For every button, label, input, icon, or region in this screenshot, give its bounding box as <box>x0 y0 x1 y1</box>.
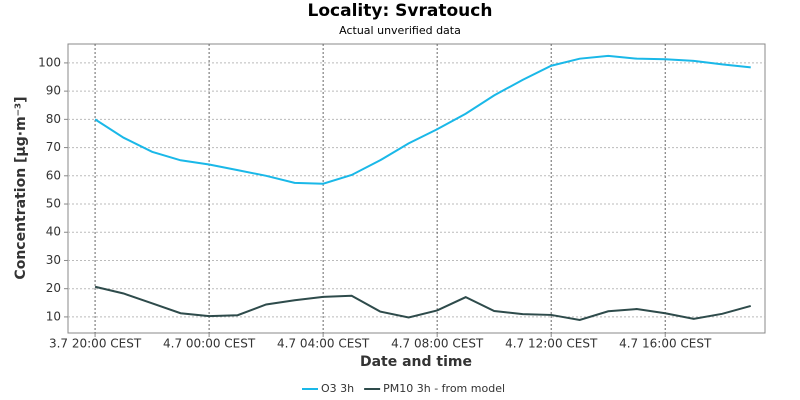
chart-title: Locality: Svratouch <box>308 1 493 21</box>
y-tick-label: 90 <box>46 84 61 98</box>
y-tick-label: 50 <box>46 197 61 211</box>
x-tick-label: 3.7 20:00 CEST <box>49 337 142 351</box>
y-tick-label: 80 <box>46 112 61 126</box>
legend-label: PM10 3h - from model <box>383 382 505 395</box>
y-tick-label: 60 <box>46 168 61 182</box>
y-axis-label: Concentration [µg·m⁻³] <box>13 96 29 279</box>
x-tick-label: 4.7 16:00 CEST <box>619 337 712 351</box>
y-tick-label: 20 <box>46 281 61 295</box>
plot-frame <box>67 43 766 334</box>
x-axis-label: Date and time <box>360 354 472 370</box>
legend-label: O3 3h <box>321 382 354 395</box>
x-tick-label: 4.7 04:00 CEST <box>277 337 370 351</box>
series-line <box>94 285 752 322</box>
x-tick-label: 4.7 00:00 CEST <box>163 337 256 351</box>
x-tick-label: 4.7 08:00 CEST <box>391 337 484 351</box>
y-tick-label: 30 <box>46 253 61 267</box>
y-tick-label: 70 <box>46 140 61 154</box>
chart-subtitle: Actual unverified data <box>339 24 461 37</box>
y-tick-label: 10 <box>46 309 61 323</box>
y-tick-label: 40 <box>46 225 61 239</box>
x-tick-label: 4.7 12:00 CEST <box>505 337 598 351</box>
series-line <box>94 54 751 185</box>
y-tick-label: 100 <box>38 55 61 69</box>
